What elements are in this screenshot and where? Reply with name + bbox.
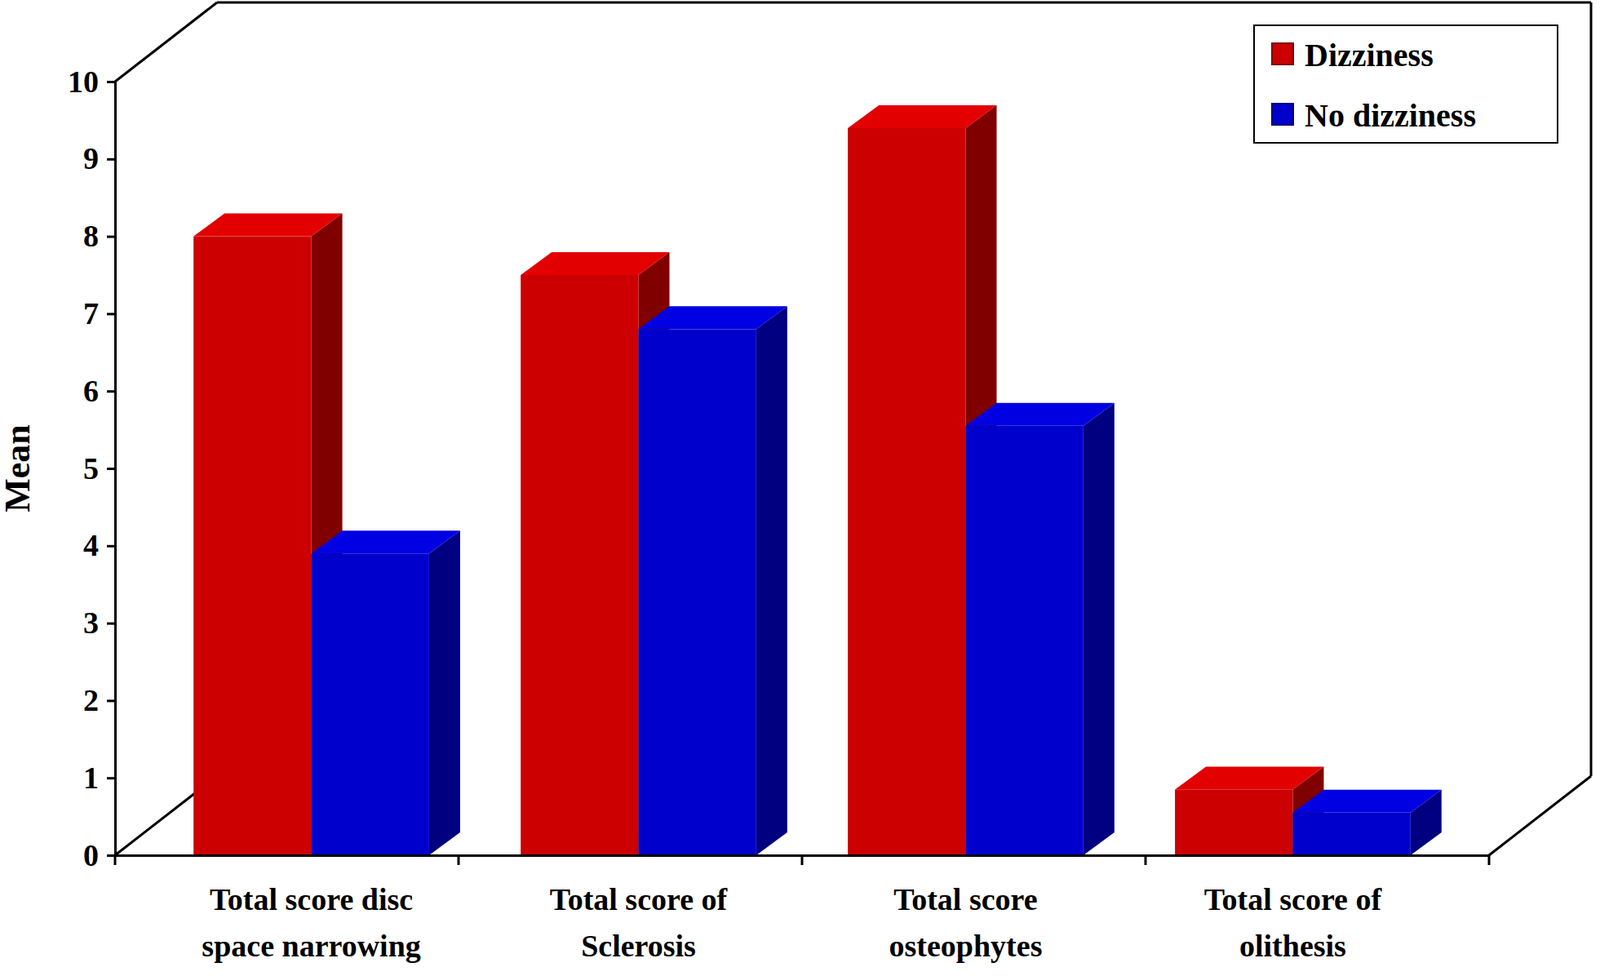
bar [965,425,1083,856]
x-tick-label: Total score disc space narrowing [201,881,421,963]
x-tick-label-line: Total score [893,881,1038,917]
y-tick-label: 9 [83,141,99,176]
y-axis-title: Mean [0,424,38,513]
y-tick: 0 [83,837,116,873]
y-tick-label: 5 [83,451,99,486]
y-tick-label: 7 [83,296,99,331]
y-tick-mark [106,467,116,470]
y-tick: 6 [83,373,116,408]
frame-line [1590,2,1593,776]
legend-item: No dizziness [1272,97,1476,134]
x-tick: Total score of Sclerosis [549,855,729,963]
x-boundary-tick [114,855,117,865]
legend-item: Dizziness [1272,36,1434,74]
y-tick: 4 [83,527,116,563]
x-boundary-tick [457,855,461,865]
y-tick-label: 1 [83,760,99,795]
frame-line [1489,775,1592,856]
y-axis: 0 1 2 3 4 5 6 7 8 9 10 [67,64,116,873]
bar-side [756,305,788,856]
x-boundary-tick [801,855,804,865]
y-tick-mark [106,545,116,548]
y-tick-mark [106,390,116,393]
legend-swatch [1272,43,1294,65]
legend-swatch [1272,103,1294,125]
y-tick-label: 10 [67,64,99,99]
bar [1174,788,1293,856]
bars [193,105,1442,856]
legend-box [1254,25,1558,143]
x-tick-label-line: Total score of [549,881,729,917]
bar-top [638,305,788,329]
bar-side [429,530,461,856]
frame-line [217,1,1592,5]
bar-top [1292,789,1441,813]
x-tick-label-line: space narrowing [201,928,421,963]
y-tick-label: 8 [83,218,99,253]
y-axis-line [106,82,116,856]
chart: 0 1 2 3 4 5 6 7 8 9 10 Total score disc space narrow… [0,0,1600,976]
legend-label: No dizziness [1304,97,1476,134]
bar-top [520,252,670,275]
bar-side [1083,403,1115,856]
legend-label: Dizziness [1304,36,1434,74]
bar-top [965,403,1114,426]
y-tick: 8 [83,218,116,253]
x-tick-label-line: osteophytes [889,928,1043,963]
bar-top [847,105,997,129]
x-tick-label-line: Sclerosis [580,928,696,963]
x-tick-label-line: Total score disc [209,881,413,917]
bar-top [311,530,461,554]
y-tick-label: 4 [83,527,99,563]
x-boundary-tick [1144,855,1148,865]
x-tick-label-line: olithesis [1239,928,1347,963]
x-tick: Total score osteophytes [889,855,1043,963]
y-tick: 7 [83,296,116,331]
bar [847,128,966,856]
x-tick-label-line: Total score of [1204,881,1383,917]
frame-line [115,2,218,82]
y-tick-label: 2 [83,682,99,718]
y-tick-mark [106,776,116,780]
y-tick-label: 0 [83,837,99,873]
x-axis: Total score discspace narrowingTotal sco… [115,855,1490,963]
y-tick-label: 3 [83,605,99,640]
y-tick-mark [106,80,116,84]
x-tick: Total score disc space narrowing [201,855,421,963]
y-tick: 3 [83,605,116,640]
y-tick-mark [106,235,116,239]
y-tick-mark [106,312,116,315]
x-tick-label: Total score osteophytes [889,881,1043,963]
y-tick: 9 [83,141,116,176]
bar [311,553,430,856]
x-tick-label: Total score of olithesis [1204,881,1383,963]
y-tick-label: 6 [83,373,99,408]
bar [638,328,757,856]
y-tick-mark [106,699,116,702]
y-tick: 1 [83,760,116,795]
bar-top [1174,766,1324,789]
y-tick: 2 [83,682,116,718]
x-tick-label: Total score of Sclerosis [549,881,729,963]
y-tick: 10 [67,64,116,99]
bar [520,274,639,856]
bar [193,236,311,856]
y-tick: 5 [83,451,116,486]
y-tick-mark [106,158,116,161]
bar [1292,812,1410,856]
x-tick: Total score of olithesis [1204,855,1383,963]
x-boundary-tick [1488,855,1491,865]
y-tick-mark [106,622,116,625]
bar-top [193,213,342,237]
legend: Dizziness No dizziness [1254,25,1558,143]
frame [115,2,1592,856]
